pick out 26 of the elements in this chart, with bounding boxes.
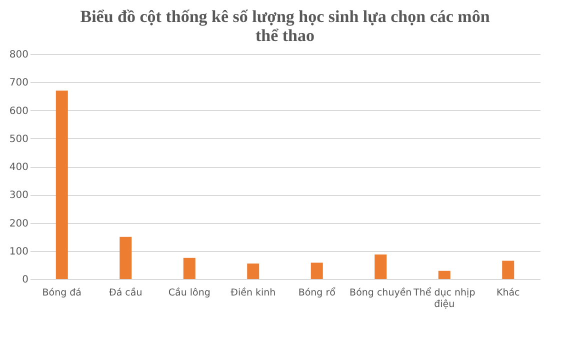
y-tick-label: 300 bbox=[9, 190, 28, 202]
bar bbox=[120, 236, 132, 279]
y-tick-label: 800 bbox=[9, 50, 28, 60]
y-tick-label: 200 bbox=[9, 218, 28, 230]
bar bbox=[56, 90, 68, 279]
bar bbox=[247, 264, 260, 279]
x-tick-label: Cầu lông bbox=[168, 286, 210, 298]
x-tick-label: Bóng rổ bbox=[298, 286, 336, 298]
y-tick-label: 600 bbox=[9, 106, 28, 117]
bar bbox=[183, 258, 196, 279]
x-tick-label: Bóng đá bbox=[42, 288, 82, 298]
x-tick-label: Đá cầu bbox=[108, 286, 142, 298]
bar bbox=[374, 254, 387, 279]
y-tick-label: 400 bbox=[9, 162, 28, 173]
bar bbox=[502, 260, 514, 279]
bar bbox=[438, 270, 450, 279]
x-tick-label: Thể dục nhịp điệu bbox=[412, 286, 476, 310]
y-tick-label: 0 bbox=[22, 274, 28, 286]
bar bbox=[310, 262, 323, 279]
y-tick-label: 500 bbox=[9, 134, 28, 145]
x-tick-label: Khác bbox=[496, 288, 520, 298]
y-tick-label: 100 bbox=[9, 246, 28, 258]
y-tick-label: 700 bbox=[9, 78, 28, 89]
x-tick-label: Điền kinh bbox=[230, 286, 276, 298]
x-tick-label: Bóng chuyền bbox=[350, 286, 412, 298]
chart-title: Biểu đồ cột thống kê số lượng học sinh lựa chọn các môn thể thao bbox=[80, 7, 490, 45]
